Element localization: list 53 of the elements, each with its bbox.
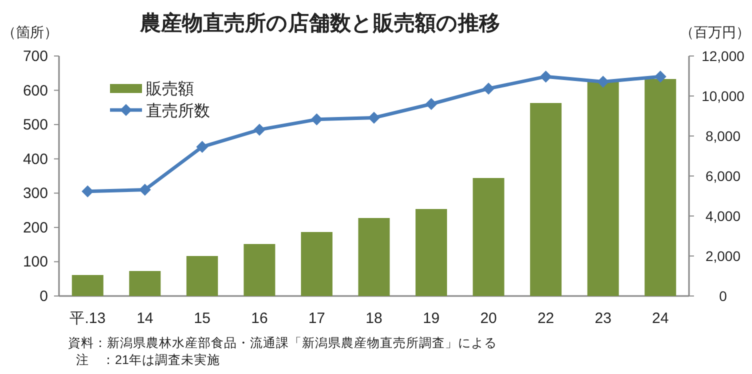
y2-axis-title: （百万円） [680, 24, 750, 40]
x-tick-label: 22 [537, 310, 554, 327]
point [368, 112, 380, 124]
bar [72, 275, 104, 296]
y2-tick-label: 8,000 [705, 128, 741, 144]
y2-tick-label: 4,000 [705, 208, 741, 224]
y2-tick-label: 2,000 [705, 248, 741, 264]
x-tick-label: 19 [422, 310, 440, 327]
x-tick-label: 14 [136, 310, 154, 327]
bar [416, 209, 448, 296]
text: 注 ：21年は調査未実施 [76, 352, 220, 367]
y2-tick-label: 0 [719, 288, 728, 304]
y-tick-label: 0 [40, 288, 48, 305]
x-tick-label: 17 [308, 310, 326, 327]
y-tick-label: 600 [22, 82, 48, 100]
chart-title: 農産物直売所の店舗数と販売額の推移 [139, 11, 500, 35]
bar [358, 218, 390, 296]
y-axis-title: （箇所） [2, 24, 58, 40]
y-tick-label: 200 [22, 219, 48, 236]
point [253, 124, 266, 136]
x-tick-label: 18 [366, 310, 382, 327]
y-tick-label: 100 [22, 254, 48, 271]
legend-label: 販売額 [146, 80, 194, 98]
x-tick-label: 24 [652, 310, 669, 327]
x-tick-label: 20 [480, 310, 497, 327]
text: 資料：新潟県農林水産部食品・流通課「新潟県農産物直売所調査」による [68, 335, 497, 350]
y-tick-label: 400 [22, 150, 48, 168]
bar [300, 232, 332, 296]
point [654, 70, 666, 83]
legend-label: 直売所数 [146, 102, 210, 120]
x-tick-label: 平.13 [70, 310, 106, 327]
y-tick-label: 700 [22, 48, 48, 65]
x-tick-label: 23 [594, 310, 612, 327]
y-tick-label: 500 [22, 116, 48, 134]
y2-tick-label: 10,000 [702, 88, 745, 104]
bar [472, 178, 504, 296]
y2-tick-label: 6,000 [705, 168, 741, 184]
y-tick-label: 300 [22, 185, 48, 202]
point [540, 70, 552, 83]
point [425, 98, 438, 110]
bar [186, 256, 218, 296]
x-tick-label: 16 [251, 310, 268, 327]
point [196, 140, 208, 153]
y2-tick-label: 12,000 [702, 48, 745, 64]
point [597, 76, 610, 88]
bar [587, 80, 619, 296]
x-tick-label: 15 [194, 310, 211, 327]
point [138, 184, 151, 196]
point [482, 82, 495, 95]
bar [530, 103, 562, 296]
bar [244, 244, 276, 296]
bar [644, 79, 676, 296]
bar [129, 271, 161, 296]
